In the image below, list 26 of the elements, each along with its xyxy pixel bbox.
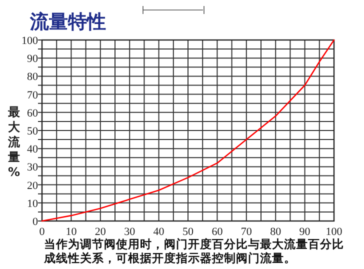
x-tick-label: 100: [326, 226, 343, 238]
text: 当作为调节阀使用时，阀门开度百分比与最大流量百分比: [44, 237, 344, 251]
y-tick-label: 30: [27, 162, 38, 174]
x-tick-label: 50: [182, 226, 194, 238]
y-tick-label: 80: [27, 71, 38, 84]
x-tick-label: 60: [212, 226, 224, 238]
x-tick-label: 30: [124, 226, 136, 238]
y-tick-label: 0: [32, 216, 38, 228]
y-tick-label: 100: [22, 35, 38, 47]
x-tick-label: 70: [240, 226, 252, 238]
y-tick-label: 90: [27, 53, 38, 66]
y-tick-label: 40: [27, 144, 38, 156]
x-tick-label: 10: [66, 226, 78, 238]
y-tick-label: 10: [27, 198, 38, 210]
y-tick-label: 70: [27, 89, 38, 102]
y-tick-label: 50: [27, 126, 38, 138]
x-tick-label: 80: [270, 226, 282, 238]
line-series: [41, 39, 335, 222]
x-tick-label: 90: [299, 226, 311, 238]
x-tick-label: 20: [94, 226, 106, 238]
y-axis-title: 最大流量%: [7, 105, 21, 179]
text: 成线性关系，可根据开度指示器控制阀门流量。: [43, 251, 296, 265]
chart-title: 流量特性: [29, 11, 106, 33]
y-tick-label: 60: [27, 107, 38, 120]
y-tick-label: 20: [27, 180, 38, 192]
x-tick-label: 40: [153, 226, 165, 238]
